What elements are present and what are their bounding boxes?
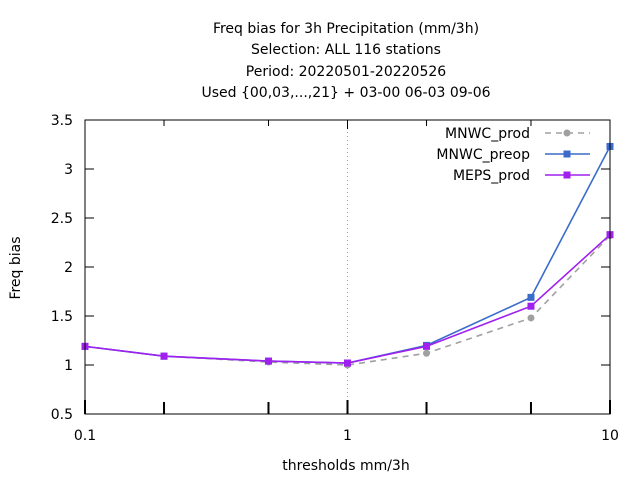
data-point [423, 349, 431, 357]
y-tick-label: 2 [64, 260, 73, 276]
title-line-3: Period: 20220501-20220526 [246, 64, 446, 80]
x-tick-label: 1 [343, 428, 352, 444]
chart-title: Freq bias for 3h Precipitation (mm/3h) S… [201, 21, 490, 101]
legend-swatch-marker [563, 150, 571, 158]
series-line [84, 146, 611, 364]
y-tick-label: 1.5 [51, 309, 73, 325]
legend: MNWC_prod MNWC_preop MEPS_prod [436, 126, 590, 184]
x-tick-label: 10 [601, 428, 619, 444]
y-tick-label: 2.5 [51, 211, 73, 227]
legend-label: MNWC_prod [445, 126, 530, 142]
y-tick-label: 3.5 [51, 113, 73, 129]
title-line-4: Used {00,03,...,21} + 03-00 06-03 09-06 [201, 85, 490, 101]
y-axis-label: Freq bias [8, 236, 24, 299]
data-point [527, 314, 535, 322]
title-line-1: Freq bias for 3h Precipitation (mm/3h) [213, 21, 479, 37]
x-tick-label: 0.1 [74, 428, 96, 444]
y-tick-label: 1 [64, 358, 73, 374]
y-tick-label: 3 [64, 162, 73, 178]
title-line-2: Selection: ALL 116 stations [251, 42, 441, 58]
x-axis-label: thresholds mm/3h [282, 458, 409, 474]
legend-label: MEPS_prod [453, 168, 530, 184]
plot-area: 0.5 1 1.5 2 2.5 3 3.5 0.1 1 10 MNWC_prod MNWC_preop… [51, 113, 619, 444]
legend-swatch-marker [563, 129, 571, 137]
data-point [160, 352, 168, 360]
data-point [344, 359, 351, 367]
data-point [264, 357, 272, 365]
data-point [527, 302, 535, 310]
legend-label: MNWC_preop [436, 147, 530, 163]
data-point [527, 293, 535, 301]
y-tick-label: 0.5 [51, 407, 73, 423]
data-point [423, 342, 431, 350]
plot-border [84, 119, 611, 415]
legend-swatch-marker [563, 171, 571, 179]
